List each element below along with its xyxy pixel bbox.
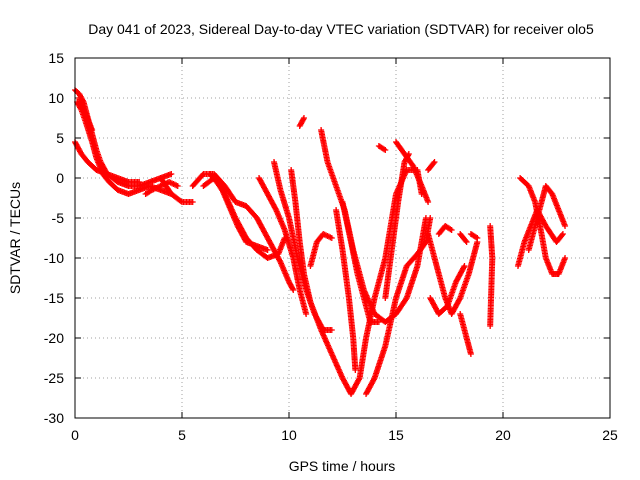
series-trace-27 — [467, 231, 481, 241]
x-tick-label: 5 — [178, 427, 186, 443]
y-tick-label: -20 — [44, 330, 64, 346]
series-trace-14 — [307, 231, 335, 269]
data-point — [427, 215, 434, 221]
data-point — [355, 376, 362, 383]
data-point — [467, 351, 474, 357]
series-trace-28 — [457, 231, 470, 245]
y-tick-label: -15 — [44, 290, 64, 306]
y-tick-label: -5 — [52, 210, 65, 226]
data-point — [487, 323, 494, 329]
data-point — [300, 115, 307, 121]
x-tick-label: 15 — [388, 427, 404, 443]
data-point — [559, 231, 566, 237]
y-axis-label: SDTVAR / TECUs — [7, 182, 23, 294]
series-trace-9 — [206, 171, 271, 253]
y-tick-label: 15 — [48, 50, 64, 66]
series-trace-21 — [375, 143, 389, 153]
series-trace-17 — [339, 199, 382, 325]
x-tick-label: 25 — [602, 427, 618, 443]
data-point — [300, 116, 307, 123]
data-point — [352, 367, 359, 373]
data-point — [430, 160, 437, 167]
series-trace-22 — [425, 159, 438, 173]
y-tick-label: -25 — [44, 370, 64, 386]
y-axis-ticks: -30 -25 -20 -15 -10 -5 0 5 10 15 — [44, 50, 610, 426]
data-point — [375, 319, 382, 325]
series-trace-31 — [517, 175, 569, 277]
series-trace-23 — [425, 231, 481, 317]
x-axis-label: GPS time / hours — [289, 458, 396, 474]
y-tick-label: 10 — [48, 90, 64, 106]
y-tick-label: 5 — [56, 130, 64, 146]
data-point — [448, 227, 455, 233]
data-point — [289, 285, 296, 292]
y-tick-label: -30 — [44, 410, 64, 426]
data-point — [463, 239, 470, 245]
data-points — [72, 87, 569, 397]
data-point — [177, 198, 184, 205]
data-point — [290, 287, 297, 293]
data-point — [382, 147, 389, 153]
data-point — [460, 264, 467, 271]
data-point — [456, 296, 463, 303]
data-point — [562, 223, 569, 229]
data-point — [328, 327, 335, 333]
chart-title: Day 041 of 2023, Sidereal Day-to-day VTE… — [88, 21, 594, 37]
data-point — [174, 183, 181, 189]
data-point — [461, 263, 468, 269]
series-trace-20 — [393, 139, 432, 205]
data-point — [370, 376, 377, 383]
data-point — [381, 146, 388, 153]
series-trace-29 — [487, 223, 496, 329]
series-trace-13 — [296, 115, 307, 129]
data-point — [89, 127, 96, 133]
data-point — [303, 311, 310, 317]
series-trace-18 — [363, 215, 434, 397]
y-tick-label: 0 — [56, 170, 64, 186]
data-point — [328, 235, 335, 241]
series-trace-3 — [72, 139, 143, 185]
x-tick-label: 20 — [495, 427, 511, 443]
data-point — [189, 199, 196, 205]
data-point — [562, 255, 569, 261]
data-point — [168, 171, 175, 177]
data-point — [447, 226, 454, 233]
series-trace-10 — [256, 175, 310, 317]
data-point — [272, 205, 279, 212]
series-trace-32 — [525, 183, 569, 253]
x-axis-ticks: 0 5 10 15 20 25 — [71, 58, 618, 443]
data-point — [276, 257, 283, 264]
series-trace-26 — [457, 311, 474, 357]
x-tick-label: 0 — [71, 427, 79, 443]
data-point — [559, 232, 566, 239]
series-trace-24 — [427, 263, 468, 317]
data-point — [431, 159, 438, 165]
series-trace-25 — [435, 223, 455, 237]
data-point — [402, 296, 409, 303]
plot-frame — [74, 57, 611, 419]
series-trace-16 — [333, 207, 359, 373]
data-point — [425, 199, 432, 205]
data-point — [462, 237, 469, 244]
data-point — [264, 247, 271, 253]
series-trace-4 — [76, 95, 96, 133]
data-point — [474, 235, 481, 241]
data-point — [422, 240, 429, 247]
x-tick-label: 10 — [281, 427, 297, 443]
y-tick-label: -10 — [44, 250, 64, 266]
series-trace-19 — [382, 151, 412, 301]
data-point — [136, 179, 143, 185]
series-trace-6 — [157, 175, 196, 205]
series-trace-5 — [142, 179, 181, 197]
data-point — [473, 234, 480, 241]
